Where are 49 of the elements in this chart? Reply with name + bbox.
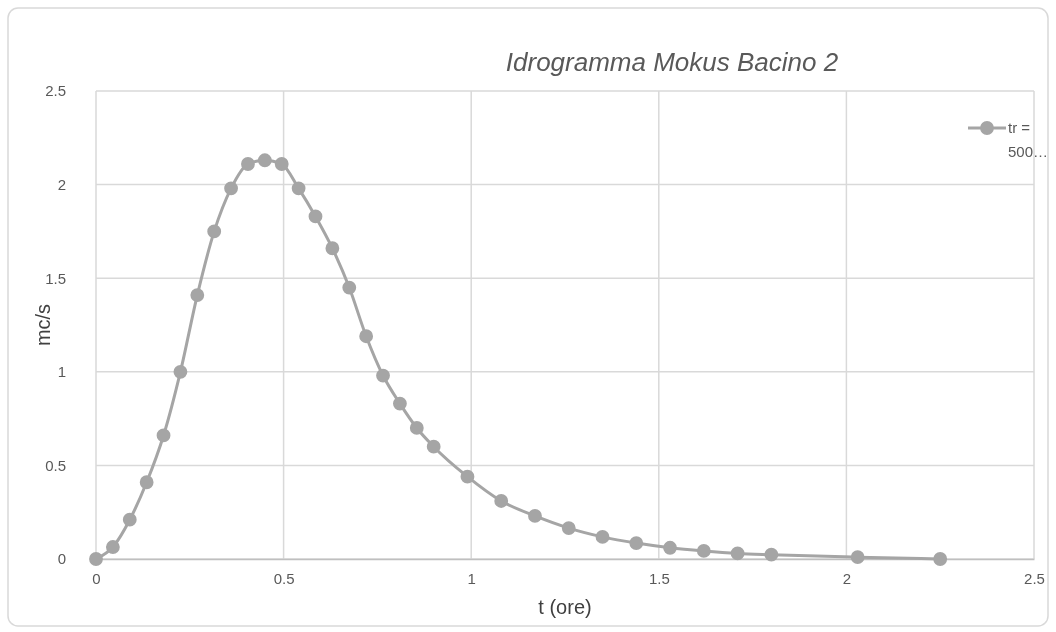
point: [224, 181, 238, 196]
x-tick-label: 1.5: [648, 569, 670, 587]
point: [359, 329, 374, 344]
point: [173, 364, 188, 379]
y-tick-label: 0: [57, 550, 66, 568]
point: [257, 153, 272, 168]
point: [629, 536, 644, 550]
x-tick-label: 1: [467, 569, 476, 587]
point: [850, 550, 865, 565]
point: [696, 544, 711, 558]
x-tick-label: 0: [92, 569, 101, 587]
point: [730, 546, 745, 561]
point: [933, 552, 948, 566]
x-axis-title: t (ore): [538, 596, 592, 618]
y-tick-label: 2.5: [45, 82, 66, 100]
point: [89, 552, 103, 566]
point: [561, 521, 576, 536]
y-tick-label: 2: [57, 175, 66, 193]
x-tick-label: 2.5: [1024, 569, 1045, 587]
point: [393, 396, 407, 411]
point: [426, 439, 441, 454]
point: [139, 475, 154, 490]
point: [409, 421, 424, 435]
point: [190, 288, 205, 302]
x-tick-label: 0.5: [273, 569, 295, 587]
point: [663, 540, 677, 555]
point: [291, 181, 306, 196]
point: [325, 241, 340, 256]
chart-title: Idrogramma Mokus Bacino 2: [505, 47, 839, 77]
point: [595, 530, 610, 544]
point: [528, 509, 542, 523]
point: [122, 512, 137, 527]
point: [274, 157, 289, 171]
point: [376, 368, 390, 383]
point: [764, 547, 779, 562]
point: [156, 428, 171, 443]
point: [308, 209, 323, 224]
point: [494, 494, 509, 508]
y-axis-title: mc/s: [32, 303, 54, 347]
point: [342, 280, 357, 295]
point: [207, 224, 222, 239]
x-tick-label: 2: [842, 569, 852, 587]
point: [460, 469, 475, 484]
point: [241, 157, 255, 171]
y-tick-label: 1: [57, 363, 66, 381]
y-tick-label: 0.5: [45, 456, 66, 474]
y-tick-label: 1.5: [45, 269, 66, 287]
legend-label: tr = 500…: [1008, 119, 1049, 160]
point: [105, 540, 120, 554]
